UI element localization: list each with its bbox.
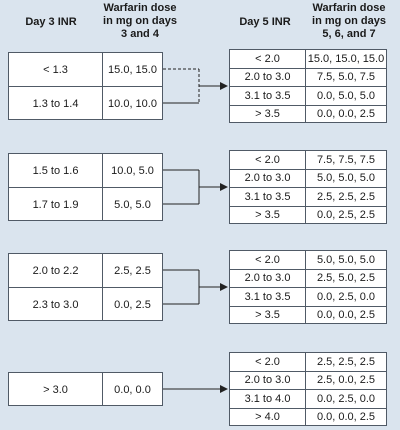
day5-inr-cell: > 3.5 <box>255 209 280 222</box>
row-divider <box>230 407 386 409</box>
day5-dose-box: < 2.0 7.5, 7.5, 7.5 2.0 to 3.0 5.0, 5.0, 5.… <box>229 150 387 224</box>
day5-dose-cell: 0.0, 5.0, 5.0 <box>316 89 376 102</box>
arrow-head-icon <box>220 385 228 393</box>
row-divider <box>230 305 386 307</box>
day5-inr-cell: < 2.0 <box>255 355 280 368</box>
day5-dose-cell: 0.0, 2.5, 0.0 <box>316 290 376 303</box>
row-divider <box>230 287 386 288</box>
arrow-head-icon <box>220 82 228 90</box>
row-divider <box>9 187 162 188</box>
row-divider <box>230 370 386 372</box>
day3-dose-cell: 15.0, 15.0 <box>108 63 157 76</box>
day5-inr-cell: 3.1 to 3.5 <box>244 190 291 203</box>
day5-dose-cell: 2.5, 2.5, 2.5 <box>316 355 376 368</box>
day3-dose-cell: 0.0, 2.5 <box>114 298 151 311</box>
day5-inr-cell: 2.0 to 3.0 <box>244 374 291 387</box>
left-inr-header: Day 3 INR <box>25 16 77 28</box>
right-dose-header-line3: 5, 6, and 7 <box>322 28 376 40</box>
day5-dose-cell: 2.5, 2.5, 2.5 <box>316 190 376 203</box>
day5-inr-cell: < 2.0 <box>255 52 280 65</box>
day5-dose-cell: 2.5, 0.0, 2.5 <box>316 374 376 387</box>
day5-dose-cell: 0.0, 0.0, 2.5 <box>316 108 376 121</box>
arrow-head-icon <box>220 283 228 291</box>
day3-inr-cell: 2.3 to 3.0 <box>32 298 79 311</box>
row-divider <box>230 268 386 270</box>
day5-dose-cell: 5.0, 5.0, 5.0 <box>316 172 376 185</box>
day5-inr-cell: 3.1 to 3.5 <box>244 89 291 102</box>
day5-dose-box: < 2.0 15.0, 15.0, 15.0 2.0 to 3.0 7.5, 5.0,… <box>229 49 387 123</box>
day5-inr-cell: > 3.5 <box>255 108 280 121</box>
row-divider <box>9 287 162 288</box>
row-divider <box>230 168 386 170</box>
left-dose-header-line1: Warfarin dose <box>103 2 177 14</box>
arrow-head-icon <box>220 183 228 191</box>
day3-dose-box: < 1.3 15.0, 15.0 1.3 to 1.4 10.0, 10.0 <box>8 52 163 120</box>
day5-dose-box: < 2.0 5.0, 5.0, 5.0 2.0 to 3.0 2.5, 5.0, 2.… <box>229 250 387 324</box>
day3-dose-box: 1.5 to 1.6 10.0, 5.0 1.7 to 1.9 5.0, 5.0 <box>8 153 163 221</box>
day5-inr-cell: > 3.5 <box>255 309 280 322</box>
row-divider <box>230 187 386 188</box>
day5-dose-cell: 7.5, 5.0, 7.5 <box>316 71 376 84</box>
day5-inr-cell: 2.0 to 3.0 <box>244 172 291 185</box>
row-divider <box>230 104 386 106</box>
day5-dose-cell: 0.0, 0.0, 2.5 <box>316 309 376 322</box>
day3-dose-box: 2.0 to 2.2 2.5, 2.5 2.3 to 3.0 0.0, 2.5 <box>8 253 163 321</box>
day5-dose-cell: 2.5, 5.0, 2.5 <box>316 272 376 285</box>
day5-inr-cell: 3.1 to 3.5 <box>244 290 291 303</box>
right-dose-header: Warfarin dose in mg on days 5, 6, and 7 <box>304 2 394 41</box>
day5-dose-cell: 15.0, 15.0, 15.0 <box>307 52 385 65</box>
day5-inr-cell: > 4.0 <box>255 411 280 424</box>
right-inr-header: Day 5 INR <box>239 16 291 28</box>
day3-dose-cell: 10.0, 10.0 <box>108 97 157 110</box>
day5-dose-cell: 0.0, 0.0, 2.5 <box>316 411 376 424</box>
day3-inr-cell: < 1.3 <box>43 63 68 76</box>
day3-inr-cell: 2.0 to 2.2 <box>32 264 79 277</box>
day3-dose-cell: 10.0, 5.0 <box>111 164 154 177</box>
day5-dose-box: < 2.0 2.5, 2.5, 2.5 2.0 to 3.0 2.5, 0.0, 2.… <box>229 352 387 426</box>
row-divider <box>230 86 386 87</box>
day3-inr-cell: 1.3 to 1.4 <box>32 97 79 110</box>
row-divider <box>9 86 162 87</box>
left-dose-header: Warfarin dose in mg on days 3 and 4 <box>100 2 180 41</box>
day5-dose-cell: 5.0, 5.0, 5.0 <box>316 253 376 266</box>
day5-dose-cell: 7.5, 7.5, 7.5 <box>316 153 376 166</box>
left-dose-header-line3: 3 and 4 <box>121 28 159 40</box>
row-divider <box>230 67 386 69</box>
day3-dose-cell: 0.0, 0.0 <box>114 383 151 396</box>
day3-dose-cell: 5.0, 5.0 <box>114 198 151 211</box>
day3-inr-cell: 1.7 to 1.9 <box>32 198 79 211</box>
day5-inr-cell: 3.1 to 4.0 <box>244 392 291 405</box>
row-divider <box>230 205 386 207</box>
day3-dose-cell: 2.5, 2.5 <box>114 264 151 277</box>
row-divider <box>230 389 386 390</box>
day5-inr-cell: < 2.0 <box>255 153 280 166</box>
left-dose-header-line2: in mg on days <box>103 15 177 27</box>
day3-dose-box: > 3.0 0.0, 0.0 <box>8 372 163 406</box>
day5-inr-cell: < 2.0 <box>255 253 280 266</box>
day3-inr-cell: > 3.0 <box>43 383 68 396</box>
day5-dose-cell: 0.0, 2.5, 2.5 <box>316 209 376 222</box>
day3-inr-cell: 1.5 to 1.6 <box>32 164 79 177</box>
right-dose-header-line2: in mg on days <box>312 15 386 27</box>
column-divider <box>102 373 103 405</box>
right-dose-header-line1: Warfarin dose <box>312 2 386 14</box>
day5-inr-cell: 2.0 to 3.0 <box>244 71 291 84</box>
day5-inr-cell: 2.0 to 3.0 <box>244 272 291 285</box>
day5-dose-cell: 0.0, 2.5, 0.0 <box>316 392 376 405</box>
